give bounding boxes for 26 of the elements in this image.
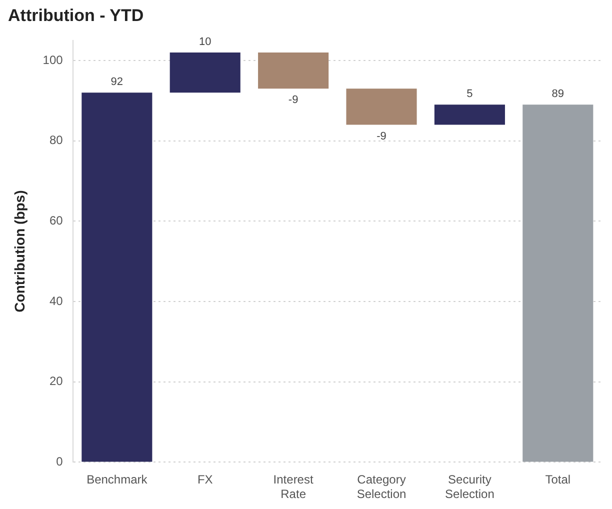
y-tick-label: 40 — [49, 294, 64, 308]
data-label: 10 — [198, 36, 212, 48]
x-tick-label: FX — [197, 472, 213, 487]
data-label: 5 — [466, 88, 473, 100]
bar — [258, 52, 329, 89]
bar — [434, 104, 505, 125]
y-tick-label: 20 — [49, 374, 64, 388]
bar — [82, 92, 152, 462]
bar — [522, 104, 594, 462]
data-label: -9 — [288, 94, 298, 106]
bar — [170, 52, 240, 93]
y-tick-label: 80 — [49, 133, 64, 148]
x-tick-label: Total — [545, 472, 571, 487]
y-tick-label: 100 — [42, 52, 64, 67]
x-tick-label: Interest Rate — [273, 472, 314, 502]
y-tick-label: 60 — [49, 213, 64, 228]
data-label: 89 — [552, 88, 564, 100]
x-tick-label: Benchmark — [86, 472, 148, 487]
chart-title: Attribution - YTD — [8, 6, 144, 25]
y-tick-label: 0 — [56, 454, 64, 469]
bar — [346, 88, 417, 125]
data-label: -9 — [376, 130, 386, 142]
y-axis-title: Contribution (bps) — [11, 190, 28, 312]
x-tick-label: Category Selection — [356, 472, 406, 502]
data-label: 92 — [110, 76, 124, 88]
x-tick-label: Security Selection — [445, 472, 494, 502]
